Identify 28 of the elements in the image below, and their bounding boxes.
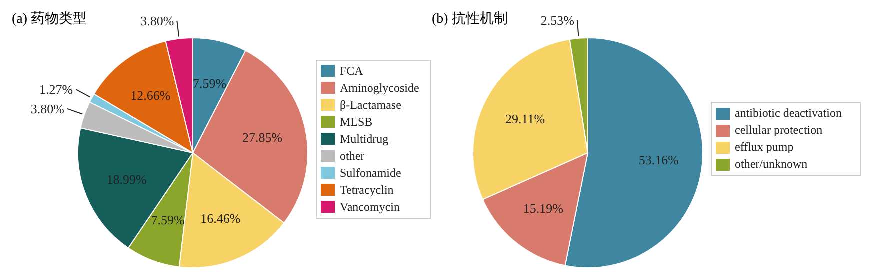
legend-label: efflux pump <box>735 139 794 156</box>
data-label: 53.16% <box>638 152 680 168</box>
legend-label: Aminoglycoside <box>340 80 420 96</box>
legend-label: β-Lactamase <box>340 96 402 114</box>
legend-label: MLSB <box>340 114 373 130</box>
data-label: 2.53% <box>540 12 575 28</box>
legend-label: Tetracyclin <box>340 182 394 198</box>
legend-label: FCA <box>340 62 364 80</box>
data-label: 18.99% <box>106 172 147 187</box>
legend-label: Vancomycin <box>340 198 400 216</box>
legend-label: Sulfonamide <box>340 164 402 182</box>
legend-label: cellular protection <box>735 122 823 139</box>
data-label: 29.11% <box>506 111 546 126</box>
chart-title: (b) 抗性机制 <box>432 10 508 28</box>
chart-title: (a) 药物类型 <box>12 10 88 28</box>
data-label: 3.80% <box>30 101 65 116</box>
data-label: 7.59% <box>151 212 186 228</box>
data-label: 16.46% <box>200 211 241 226</box>
legend-label: other/unknown <box>735 156 808 173</box>
data-label: 3.80% <box>140 13 174 28</box>
data-label: 27.85% <box>242 130 283 146</box>
legend-label: Multidrug <box>340 130 389 148</box>
legend-label: other <box>340 148 365 164</box>
data-label: 1.27% <box>39 82 74 98</box>
data-label: 12.66% <box>130 88 171 104</box>
data-label: 15.19% <box>523 201 564 216</box>
data-label: 7.59% <box>193 76 227 92</box>
legend-label: antibiotic deactivation <box>735 105 842 122</box>
